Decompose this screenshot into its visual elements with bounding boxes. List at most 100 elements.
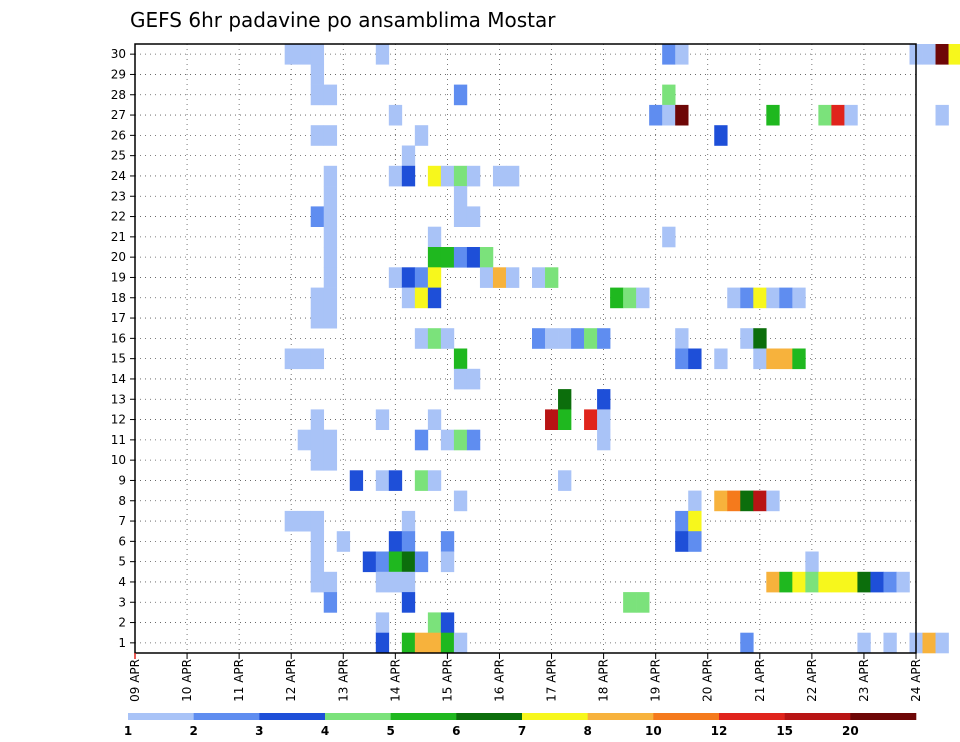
heatmap-cell (740, 328, 754, 349)
heatmap-cell (375, 44, 390, 65)
heatmap-cell (297, 429, 312, 451)
heatmap-cell (453, 165, 468, 187)
heatmap-cell (818, 104, 832, 126)
y-tick-label: 13 (111, 392, 126, 406)
heatmap-cell (688, 348, 702, 370)
colorbar-segment (259, 713, 326, 720)
heatmap-cell (427, 287, 442, 309)
x-tick-label: 19 APR (649, 659, 663, 702)
heatmap-cell (883, 632, 897, 654)
heatmap-cell (310, 429, 325, 451)
heatmap-cell (792, 571, 806, 593)
heatmap-cell (662, 226, 676, 248)
heatmap-cell (466, 429, 481, 451)
heatmap-cell (545, 267, 559, 288)
heatmap-cell (558, 328, 572, 349)
colorbar-segment (784, 713, 851, 720)
heatmap-cell (623, 287, 637, 309)
heatmap-cell (597, 409, 611, 430)
heatmap-cell (284, 44, 299, 65)
y-tick-label: 4 (118, 575, 126, 589)
heatmap-cell (662, 44, 676, 65)
heatmap-cell (323, 165, 338, 187)
heatmap-cell (310, 206, 325, 227)
heatmap-cell (753, 287, 767, 309)
heatmap-cell (388, 165, 403, 187)
heatmap-cell (584, 409, 598, 430)
heatmap-cell (453, 247, 468, 268)
heatmap-cell (401, 287, 416, 309)
heatmap-cell (401, 592, 416, 613)
chart-title: GEFS 6hr padavine po ansamblima Mostar (130, 8, 556, 32)
x-tick-label: 20 APR (701, 659, 715, 702)
colorbar-label: 12 (711, 724, 728, 738)
heatmap-cell (427, 247, 442, 268)
heatmap-cell (375, 409, 390, 430)
heatmap-cell (440, 551, 455, 573)
heatmap-cell (740, 632, 754, 654)
heatmap-cell (883, 571, 897, 593)
colorbar-label: 15 (776, 724, 793, 738)
heatmap-cell (453, 206, 468, 227)
y-tick-label: 1 (118, 636, 126, 650)
y-tick-label: 8 (118, 494, 126, 508)
heatmap-cell (349, 470, 364, 491)
heatmap-cell (662, 84, 676, 106)
heatmap-cell (427, 632, 442, 654)
grid-lines (135, 44, 916, 653)
heatmap-cell (453, 368, 468, 390)
heatmap-cell (401, 571, 416, 593)
y-axis: 1234567891011121314151617181920212223242… (111, 47, 135, 650)
colorbar-segment (587, 713, 654, 720)
heatmap-cell (753, 328, 767, 349)
heatmap-cell (388, 104, 403, 126)
y-tick-label: 29 (111, 67, 126, 81)
x-tick-label: 16 APR (492, 659, 506, 702)
heatmap-cell (649, 104, 663, 126)
heatmap-cell (505, 165, 520, 187)
heatmap-cell (844, 571, 858, 593)
heatmap-cell (805, 571, 819, 593)
heatmap-cell (935, 44, 949, 65)
colorbar-label: 2 (189, 724, 197, 738)
heatmap-cell (375, 470, 390, 491)
y-tick-label: 10 (111, 453, 126, 467)
heatmap-cell (466, 206, 481, 227)
heatmap-cell (636, 592, 650, 613)
heatmap-cell (440, 328, 455, 349)
heatmap-cell (831, 571, 845, 593)
colorbar-segment (128, 713, 194, 720)
heatmap-cell (792, 287, 806, 309)
x-tick-label: 22 APR (805, 659, 819, 702)
colorbar-segment (850, 713, 917, 720)
heatmap-cell (414, 429, 429, 451)
heatmap-cell (818, 571, 832, 593)
heatmap-cell (558, 470, 572, 491)
heatmap-cell (532, 267, 546, 288)
heatmap-cell (675, 104, 689, 126)
heatmap-cell (662, 104, 676, 126)
y-tick-label: 12 (111, 413, 126, 427)
heatmap-cell (558, 389, 572, 410)
heatmap-cell (414, 632, 429, 654)
heatmap-cell (870, 571, 884, 593)
x-tick-label: 13 APR (336, 659, 350, 702)
heatmap-cell (375, 571, 390, 593)
colorbar-segment (522, 713, 588, 720)
heatmap-cell (740, 490, 754, 512)
y-tick-label: 20 (111, 250, 126, 264)
heatmap-cell (675, 44, 689, 65)
heatmap-cell (453, 348, 468, 370)
y-tick-label: 14 (111, 372, 126, 386)
colorbar-label: 3 (255, 724, 263, 738)
heatmap-cell (479, 267, 494, 288)
heatmap-cell (388, 571, 403, 593)
heatmap-cell (297, 44, 312, 65)
x-tick-label: 17 APR (545, 659, 559, 702)
colorbar-label: 20 (842, 724, 859, 738)
heatmap-cell (492, 165, 507, 187)
heatmap-cell (935, 632, 949, 654)
heatmap-cell (401, 510, 416, 532)
heatmap-cell (323, 247, 338, 268)
